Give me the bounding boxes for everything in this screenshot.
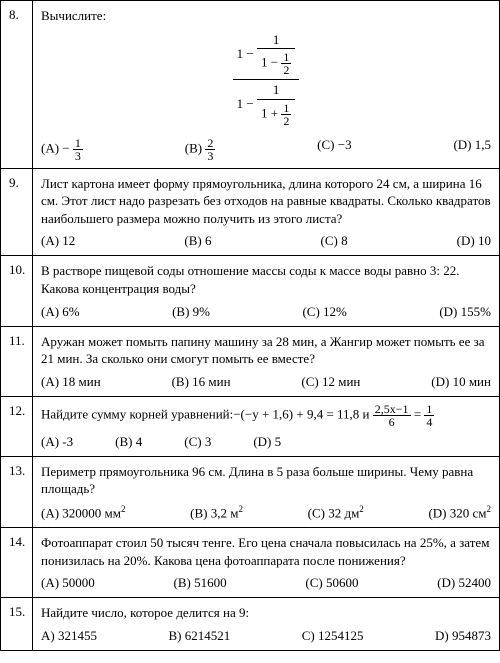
- q-text: Найдите сумму корней уравнений:−(−y + 1,…: [41, 403, 491, 428]
- opt-c: (C) 50600: [305, 575, 358, 591]
- opt-d: (D) 155%: [439, 304, 491, 320]
- q-cell: Периметр прямоугольника 96 см. Длина в 5…: [33, 456, 500, 527]
- q-text: В растворе пищевой соды отношение массы …: [41, 262, 491, 297]
- q-cell: Найдите число, которое делится на 9: A) …: [33, 598, 500, 651]
- opt-a: (A) − 13: [41, 137, 83, 162]
- q-text: Периметр прямоугольника 96 см. Длина в 5…: [41, 463, 491, 498]
- opt-c: (C) 12%: [302, 304, 346, 320]
- opt-d: (D) 320 см2: [428, 504, 491, 521]
- q-options: (A) 6% (B) 9% (C) 12% (D) 155%: [41, 304, 491, 320]
- q-cell: Вычислите: 1 − 11 − 12 1 − 11 + 12 (A) −…: [33, 1, 500, 169]
- q-options: (A) 320000 мм2 (B) 3,2 м2 (C) 32 дм2 (D)…: [41, 504, 491, 521]
- opt-c: (C) 3: [184, 434, 211, 450]
- q-text: Лист картона имеет форму прямоугольника,…: [41, 175, 491, 228]
- opt-d: (D) 1,5: [453, 137, 491, 162]
- q8-formula: 1 − 11 − 12 1 − 11 + 12: [41, 31, 491, 129]
- opt-a: A) 321455: [41, 628, 97, 644]
- opt-a: (A) 6%: [41, 304, 80, 320]
- q-options: (A) 12 (B) 6 (C) 8 (D) 10: [41, 233, 491, 249]
- opt-c: C) 1254125: [302, 628, 364, 644]
- opt-c: (C) 8: [321, 233, 348, 249]
- opt-c: (C) 32 дм2: [308, 504, 364, 521]
- q-number: 11.: [1, 326, 33, 396]
- opt-a: (A) 12: [41, 233, 75, 249]
- opt-a: (A) -3: [41, 434, 73, 450]
- q-options: A) 321455 B) 6214521 C) 1254125 D) 95487…: [41, 628, 491, 644]
- q-cell: Аружан может помыть папину машину за 28 …: [33, 326, 500, 396]
- q-number: 8.: [1, 1, 33, 169]
- q-number: 10.: [1, 256, 33, 326]
- q-cell: Лист картона имеет форму прямоугольника,…: [33, 168, 500, 256]
- opt-c: (C) 12 мин: [301, 374, 360, 390]
- opt-d: (D) 10 мин: [431, 374, 491, 390]
- opt-b: (B) 6: [184, 233, 211, 249]
- q-options: (A) 50000 (B) 51600 (C) 50600 (D) 52400: [41, 575, 491, 591]
- q-options: (A) -3 (B) 4 (C) 3 (D) 5: [41, 434, 491, 450]
- q-number: 13.: [1, 456, 33, 527]
- q-text: Фотоаппарат стоил 50 тысяч тенге. Его це…: [41, 534, 491, 569]
- q-number: 14.: [1, 528, 33, 598]
- opt-a: (A) 18 мин: [41, 374, 101, 390]
- opt-d: (D) 10: [457, 233, 491, 249]
- q-options: (A) − 13 (B) 23 (C) −3 (D) 1,5: [41, 137, 491, 162]
- q-cell: В растворе пищевой соды отношение массы …: [33, 256, 500, 326]
- q-options: (A) 18 мин (B) 16 мин (C) 12 мин (D) 10 …: [41, 374, 491, 390]
- q-text: Найдите число, которое делится на 9:: [41, 604, 491, 622]
- opt-b: (B) 4: [115, 434, 142, 450]
- q-text: Вычислите:: [41, 7, 491, 25]
- q-text: Аружан может помыть папину машину за 28 …: [41, 333, 491, 368]
- opt-d: (D) 5: [253, 434, 281, 450]
- opt-d: (D) 52400: [437, 575, 491, 591]
- opt-a: (A) 320000 мм2: [41, 504, 126, 521]
- opt-b: (B) 23: [185, 137, 216, 162]
- q-number: 15.: [1, 598, 33, 651]
- opt-b: (B) 9%: [172, 304, 210, 320]
- q-number: 9.: [1, 168, 33, 256]
- q-number: 12.: [1, 396, 33, 456]
- opt-d: D) 954873: [435, 628, 491, 644]
- questions-table: 8. Вычислите: 1 − 11 − 12 1 − 11 + 12 (A…: [0, 0, 500, 651]
- opt-b: (B) 51600: [174, 575, 227, 591]
- q-cell: Найдите сумму корней уравнений:−(−y + 1,…: [33, 396, 500, 456]
- opt-a: (A) 50000: [41, 575, 95, 591]
- opt-b: B) 6214521: [168, 628, 230, 644]
- opt-c: (C) −3: [317, 137, 351, 162]
- q-cell: Фотоаппарат стоил 50 тысяч тенге. Его це…: [33, 528, 500, 598]
- opt-b: (B) 16 мин: [172, 374, 231, 390]
- opt-b: (B) 3,2 м2: [190, 504, 243, 521]
